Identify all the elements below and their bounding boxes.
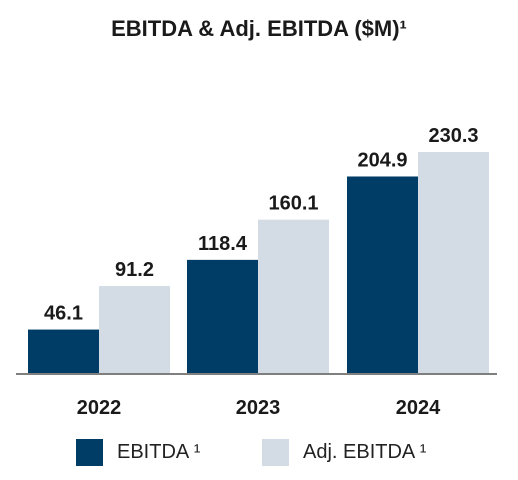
chart-title: EBITDA & Adj. EBITDA ($M)¹	[111, 16, 407, 41]
legend-swatch-adj-ebitda	[262, 438, 289, 466]
data-label-ebitda-2023: 118.4	[198, 233, 248, 255]
x-tick-label-2024: 2024	[396, 397, 441, 419]
bar-ebitda-2024	[347, 176, 418, 374]
bar-adj-ebitda-2024	[418, 152, 489, 374]
bars-layer	[28, 152, 489, 374]
labels-layer: 46.1 91.2 118.4 160.1 204.9 230.3	[44, 125, 479, 325]
data-label-ebitda-2022: 46.1	[44, 303, 83, 325]
x-tick-label-2023: 2023	[236, 397, 281, 419]
legend-label-adj-ebitda: Adj. EBITDA ¹	[303, 440, 427, 463]
bar-ebitda-2023	[187, 259, 258, 374]
bar-adj-ebitda-2022	[99, 286, 170, 374]
bar-ebitda-2022	[28, 329, 99, 374]
data-label-adj-ebitda-2022: 91.2	[115, 259, 154, 281]
legend-item-ebitda: EBITDA ¹	[76, 436, 200, 468]
legend-label-ebitda: EBITDA ¹	[117, 440, 201, 463]
tick-labels: 2022 2023 2024	[77, 397, 441, 419]
legend-item-adj-ebitda: Adj. EBITDA ¹	[262, 436, 426, 468]
data-label-adj-ebitda-2024: 230.3	[428, 125, 478, 147]
data-label-adj-ebitda-2023: 160.1	[268, 193, 318, 215]
bar-adj-ebitda-2023	[258, 219, 329, 374]
data-label-ebitda-2024: 204.9	[357, 149, 407, 171]
x-tick-label-2022: 2022	[77, 397, 122, 419]
legend-swatch-ebitda	[76, 438, 103, 466]
